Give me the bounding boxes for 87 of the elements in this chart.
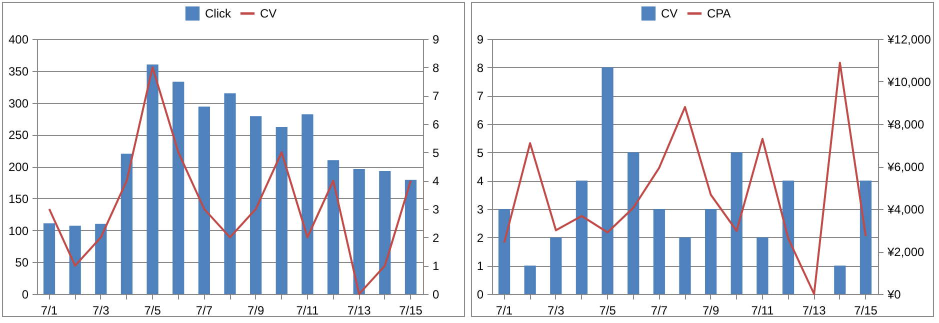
y2-tick-label: 8 xyxy=(432,60,440,75)
x-tick-label: 7/7 xyxy=(196,304,213,318)
bar xyxy=(276,126,288,294)
y-tick-label: 8 xyxy=(476,60,484,75)
y2-tick-label: ¥6,000 xyxy=(886,160,925,174)
bar xyxy=(628,152,640,294)
y-tick-label: 1 xyxy=(476,259,484,274)
y2-tick-label: ¥12,000 xyxy=(886,32,932,46)
x-tick-label: 7/15 xyxy=(399,304,423,318)
bar xyxy=(550,237,562,294)
bar xyxy=(679,237,691,294)
y-tick-label: 300 xyxy=(8,96,29,110)
y2-tick-label: ¥8,000 xyxy=(886,118,925,132)
bar xyxy=(756,237,768,294)
y2-tick-label: ¥10,000 xyxy=(886,75,932,89)
y2-tick-label: 3 xyxy=(432,202,440,216)
bar xyxy=(404,180,417,294)
bar xyxy=(198,106,210,294)
x-tick-label: 7/15 xyxy=(854,304,878,318)
y2-tick-label: 0 xyxy=(432,288,440,302)
y2-tick-label: 6 xyxy=(432,118,440,132)
y-tick-label: 0 xyxy=(22,288,29,302)
x-tick-label: 7/13 xyxy=(802,304,826,318)
y-tick-label: 2 xyxy=(476,230,484,245)
y-tick-label: 250 xyxy=(8,128,29,142)
bar xyxy=(172,82,184,294)
y-tick-label: 7 xyxy=(476,89,484,104)
x-tick-label: 7/5 xyxy=(144,304,162,318)
x-tick-label: 7/1 xyxy=(40,304,58,318)
y2-tick-label: 2 xyxy=(432,230,440,245)
bar xyxy=(782,180,794,294)
x-tick-label: 7/9 xyxy=(702,304,720,318)
bar xyxy=(730,152,742,294)
bar xyxy=(302,114,314,294)
bar xyxy=(250,116,262,294)
bar xyxy=(43,223,56,294)
y-tick-label: 5 xyxy=(476,146,484,160)
x-tick-label: 7/7 xyxy=(650,304,668,318)
bar xyxy=(327,160,340,294)
y2-tick-label: ¥4,000 xyxy=(886,202,925,216)
x-tick-label: 7/3 xyxy=(548,304,565,318)
y2-tick-label: ¥0 xyxy=(886,288,902,302)
bar xyxy=(576,180,588,294)
y-tick-label: 6 xyxy=(476,118,484,132)
y-tick-label: 50 xyxy=(15,256,29,270)
bar xyxy=(860,180,872,294)
bar xyxy=(653,209,665,294)
y-tick-label: 150 xyxy=(8,192,29,206)
y-tick-label: 9 xyxy=(476,32,484,46)
bar xyxy=(379,170,391,294)
y2-tick-label: 4 xyxy=(432,174,440,188)
y-tick-label: 400 xyxy=(8,32,29,46)
legend-label: CV xyxy=(661,6,678,20)
x-tick-label: 7/3 xyxy=(92,304,110,318)
y-tick-label: 3 xyxy=(476,202,484,216)
bar xyxy=(353,169,365,294)
y2-tick-label: 7 xyxy=(432,89,440,104)
x-tick-label: 7/1 xyxy=(496,304,513,318)
x-tick-label: 7/11 xyxy=(751,304,774,318)
line-series xyxy=(48,66,412,295)
y-tick-label: 0 xyxy=(476,288,484,302)
y2-tick-label: 5 xyxy=(432,146,440,160)
bar xyxy=(69,226,81,294)
x-tick-label: 7/5 xyxy=(599,304,616,318)
y-tick-label: 4 xyxy=(476,174,484,188)
legend-label: Click xyxy=(205,6,232,20)
x-tick-label: 7/13 xyxy=(347,304,372,318)
bar xyxy=(834,266,846,294)
x-tick-label: 7/9 xyxy=(247,304,264,318)
bar xyxy=(224,93,236,294)
bar xyxy=(524,266,536,294)
y2-tick-label: 1 xyxy=(432,259,440,274)
y-tick-label: 200 xyxy=(8,160,29,174)
y-tick-label: 350 xyxy=(8,64,29,78)
y-tick-label: 100 xyxy=(8,224,29,238)
bar xyxy=(146,64,158,294)
bar xyxy=(95,224,107,294)
y2-tick-label: ¥2,000 xyxy=(886,245,925,259)
legend-label: CPA xyxy=(707,6,731,20)
bar xyxy=(602,67,614,294)
bar xyxy=(705,209,717,294)
y2-tick-label: 9 xyxy=(432,32,440,46)
bar xyxy=(120,154,133,294)
legend-label: CV xyxy=(260,6,277,20)
bar xyxy=(498,209,510,294)
x-tick-label: 7/11 xyxy=(296,304,320,318)
line-series xyxy=(503,62,867,295)
